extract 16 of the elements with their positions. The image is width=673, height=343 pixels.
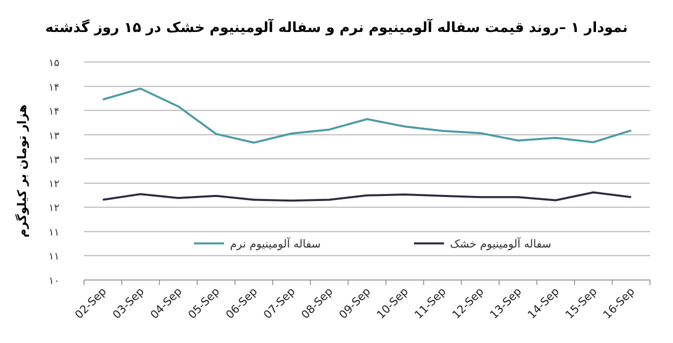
y-tick-label: ۱۳: [48, 130, 60, 142]
y-tick-label: ۱۱: [48, 228, 60, 239]
y-tick-label: ۱۴: [48, 82, 60, 94]
y-tick-label: ۱۱: [48, 252, 60, 263]
y-tick-label: ۱۲: [48, 203, 60, 214]
legend-item: سفاله آلومینیوم نرم: [194, 237, 321, 250]
y-tick-label: ۱۲: [48, 179, 60, 190]
y-tick-label: ۱۵: [48, 58, 60, 69]
y-tick-label: ۱۳: [48, 154, 60, 166]
legend-label: سفاله آلومینیوم نرم: [230, 236, 321, 250]
legend-item: سفاله آلومینیوم خشک: [414, 237, 552, 250]
title: نمودار ۱ –روند قیمت سفاله آلومینیوم نرم و سفاله آلومینیوم خشک در ۱۵ روز گذشته: [45, 20, 628, 36]
legend-label: سفاله آلومینیوم خشک: [450, 236, 552, 250]
y-tick-label: ۱۴: [48, 106, 60, 118]
y-tick-label: ۱۰: [48, 276, 60, 287]
y-axis-title: هزار تومان بر کیلوگرم: [15, 104, 29, 238]
